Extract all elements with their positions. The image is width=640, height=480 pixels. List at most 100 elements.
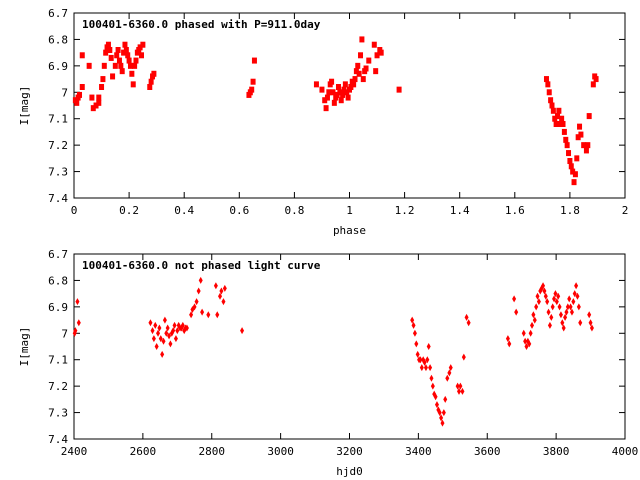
data-point bbox=[86, 62, 92, 69]
x-tick-label: 2400 bbox=[61, 445, 88, 458]
data-point bbox=[574, 282, 579, 290]
y-tick-label: 7.2 bbox=[48, 380, 68, 393]
data-point bbox=[118, 62, 124, 69]
data-point bbox=[457, 387, 462, 395]
data-point bbox=[359, 36, 365, 43]
data-point bbox=[572, 290, 577, 298]
data-point bbox=[426, 343, 431, 350]
data-point bbox=[156, 329, 161, 337]
y-tick-label: 7.3 bbox=[48, 407, 68, 420]
data-point bbox=[335, 84, 341, 90]
x-tick-label: 3800 bbox=[543, 445, 570, 458]
data-point bbox=[571, 298, 576, 306]
data-point bbox=[553, 290, 558, 298]
data-point bbox=[560, 319, 565, 327]
data-point bbox=[162, 316, 167, 324]
data-point bbox=[222, 284, 227, 292]
data-point bbox=[575, 292, 580, 300]
x-tick-label: 0.2 bbox=[119, 204, 139, 217]
data-point bbox=[583, 147, 589, 154]
x-tick-label: 2600 bbox=[130, 445, 157, 458]
data-point bbox=[73, 327, 78, 335]
data-point bbox=[164, 329, 169, 337]
data-point bbox=[160, 350, 165, 358]
y-axis-label: I[mag] bbox=[18, 86, 31, 126]
data-point bbox=[466, 319, 471, 327]
data-point bbox=[323, 105, 329, 112]
data-point bbox=[168, 340, 173, 348]
data-point bbox=[75, 298, 80, 306]
data-point bbox=[219, 287, 224, 295]
axis-ticks: 2400 2600 2800 3000 3200 3400 3600 3800 4000 6.7 6… bbox=[48, 248, 638, 458]
data-point bbox=[437, 409, 442, 417]
data-point bbox=[546, 308, 551, 316]
data-point bbox=[249, 86, 255, 93]
data-point bbox=[576, 303, 581, 311]
data-point bbox=[132, 62, 138, 69]
data-point bbox=[581, 142, 587, 149]
data-point bbox=[460, 387, 465, 395]
data-point bbox=[563, 136, 569, 143]
data-point bbox=[556, 107, 562, 114]
data-point bbox=[112, 62, 118, 69]
data-point bbox=[557, 121, 563, 127]
data-point bbox=[428, 364, 433, 372]
data-point bbox=[521, 329, 526, 337]
data-point bbox=[148, 78, 154, 85]
data-point bbox=[79, 84, 85, 90]
data-point bbox=[356, 70, 362, 77]
data-point bbox=[138, 52, 144, 59]
x-tick-label: 4000 bbox=[612, 445, 639, 458]
data-point bbox=[528, 329, 533, 337]
data-point bbox=[330, 89, 336, 96]
data-point bbox=[547, 321, 552, 329]
data-point bbox=[458, 382, 463, 390]
data-point bbox=[448, 364, 453, 372]
data-point bbox=[440, 419, 445, 427]
data-point bbox=[568, 163, 574, 170]
data-point bbox=[175, 327, 180, 335]
data-point bbox=[549, 102, 555, 109]
data-point bbox=[443, 395, 448, 403]
data-point bbox=[150, 327, 155, 335]
data-point bbox=[154, 343, 159, 350]
data-point bbox=[548, 97, 554, 104]
data-point bbox=[79, 52, 85, 59]
data-point bbox=[545, 298, 550, 306]
data-point bbox=[566, 150, 572, 157]
axis-ticks: 0 0.2 0.4 0.6 0.8 1 1.2 1.4 1.6 1.8 2 6.7 6.8 6.9 7 7.1… bbox=[48, 7, 628, 217]
x-tick-label: 3000 bbox=[267, 445, 294, 458]
data-points bbox=[72, 36, 599, 186]
data-point bbox=[184, 324, 189, 332]
data-point bbox=[527, 340, 532, 348]
data-point bbox=[218, 292, 223, 300]
data-point bbox=[148, 319, 153, 327]
data-point bbox=[374, 52, 380, 59]
data-point bbox=[107, 47, 113, 53]
data-point bbox=[158, 335, 163, 343]
data-point bbox=[550, 107, 556, 114]
data-point bbox=[342, 81, 348, 88]
data-point bbox=[507, 340, 512, 348]
data-point bbox=[590, 81, 596, 88]
data-point bbox=[322, 97, 328, 104]
data-point bbox=[593, 76, 599, 83]
data-point bbox=[586, 113, 592, 120]
x-tick-label: 1 bbox=[346, 204, 353, 217]
y-tick-label: 7.1 bbox=[48, 354, 68, 367]
data-point bbox=[105, 41, 111, 48]
data-point bbox=[151, 335, 156, 343]
data-point bbox=[570, 168, 576, 175]
data-point bbox=[344, 89, 350, 96]
data-point bbox=[412, 329, 417, 337]
data-point bbox=[461, 353, 466, 361]
data-point bbox=[180, 321, 185, 329]
data-point bbox=[561, 324, 566, 332]
data-point bbox=[353, 68, 359, 75]
data-point bbox=[422, 358, 427, 366]
data-point bbox=[331, 99, 337, 106]
data-point bbox=[531, 311, 536, 319]
data-point bbox=[557, 303, 562, 311]
data-point bbox=[543, 292, 548, 300]
